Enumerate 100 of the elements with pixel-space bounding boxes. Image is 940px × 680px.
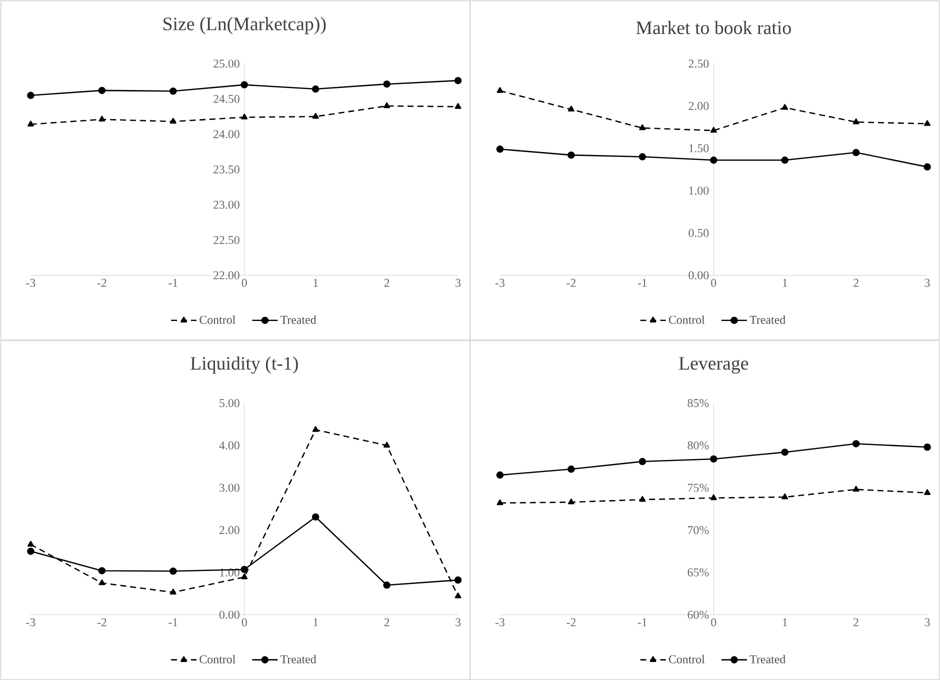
x-tick-label: 1 [782,618,788,626]
y-tick-label: 80% [688,441,709,450]
point [496,471,504,478]
chart-title: Market to book ratio [636,20,791,34]
x-tick-label: -3 [495,618,504,626]
x-tick-label: -3 [495,278,504,287]
y-tick-label: 22.00 [214,271,240,280]
chart-title: Size (Ln(Marketcap)) [164,16,326,34]
y-tick-label: 25.00 [214,59,240,68]
x-tick-label: 3 [924,618,930,626]
x-tick-label: 2 [854,618,858,626]
x-tick-label: -2 [566,278,576,287]
point [639,496,646,502]
legend-label: Treated [280,315,316,324]
legend-label: Control [668,315,705,324]
point [98,579,106,585]
x-tick-label: -3 [26,278,36,287]
point [384,442,390,448]
x-tick-label: 3 [456,278,461,287]
legend-label: Treated [750,654,786,664]
x-tick-label: 1 [314,618,318,626]
y-tick-label: 24.50 [214,94,240,103]
point [27,540,34,546]
legend-label: Treated [280,654,316,664]
point [454,592,462,598]
point [241,573,248,580]
point [782,493,788,500]
y-tick-label: 23.00 [214,200,240,209]
y-tick-label: 5.00 [220,398,240,407]
y-tick-label: 4.00 [219,441,240,450]
x-tick-label: 0 [242,278,247,287]
x-tick-label: -2 [97,618,106,626]
x-tick-label: -2 [566,618,576,626]
point [781,448,788,456]
chart-title: Liquidity (t-1) [190,356,298,374]
point [496,86,504,93]
legend-label: Control [668,654,705,664]
x-tick-label: 1 [314,278,318,286]
point [710,156,718,164]
y-tick-label: 23.50 [214,165,240,174]
y-tick-label: 24.00 [214,130,240,138]
x-tick-label: -1 [168,278,178,286]
y-tick-label: 3.00 [220,484,240,492]
y-tick-label: 2.00 [219,526,240,534]
point [639,124,646,130]
point [924,163,931,170]
y-tick-label: 0.50 [688,228,709,237]
point [710,494,717,500]
point [781,156,788,164]
y-tick-label: 1.50 [689,144,709,152]
point [924,443,931,451]
x-tick-label: 1 [782,278,788,286]
point [638,458,646,465]
point [496,499,504,505]
y-tick-label: 65% [688,568,709,576]
y-tick-label: 2.50 [688,59,709,68]
point [27,547,34,555]
point [312,426,319,432]
x-tick-label: 3 [924,278,930,287]
point [383,581,390,589]
point [568,151,575,159]
y-tick-label: 2.00 [688,102,709,110]
point [852,486,860,492]
point [240,566,248,573]
point [852,440,860,448]
point [98,566,106,574]
legend-label: Treated [750,315,786,324]
x-tick-label: 0 [711,278,716,287]
x-tick-label: 0 [711,618,716,626]
x-tick-label: 2 [384,278,390,287]
chart-title: Leverage [679,357,748,374]
point [170,567,177,575]
legend-label: Control [200,654,236,664]
y-tick-label: 0.00 [219,610,240,619]
x-tick-label: 2 [384,618,390,626]
point [568,106,574,112]
point [454,576,462,584]
point [710,126,717,132]
point [312,513,320,520]
point [852,148,860,156]
point [170,588,176,594]
point [852,118,860,124]
y-tick-label: 1.00 [689,186,709,194]
point [924,489,931,495]
x-tick-label: -1 [168,618,178,626]
x-tick-label: 2 [854,278,858,287]
x-tick-label: 3 [456,618,461,626]
y-tick-label: 60% [688,610,709,619]
x-tick-label: 0 [242,618,247,626]
y-tick-label: 75% [688,484,709,492]
point [496,145,504,153]
x-tick-label: -1 [638,278,647,286]
point [568,465,575,473]
y-tick-label: 70% [688,526,709,534]
point [782,104,788,110]
x-tick-label: -2 [97,278,106,287]
x-tick-label: -1 [638,618,647,626]
y-tick-label: 0.00 [688,271,709,280]
point [924,120,931,126]
y-tick-label: 22.50 [214,236,240,244]
